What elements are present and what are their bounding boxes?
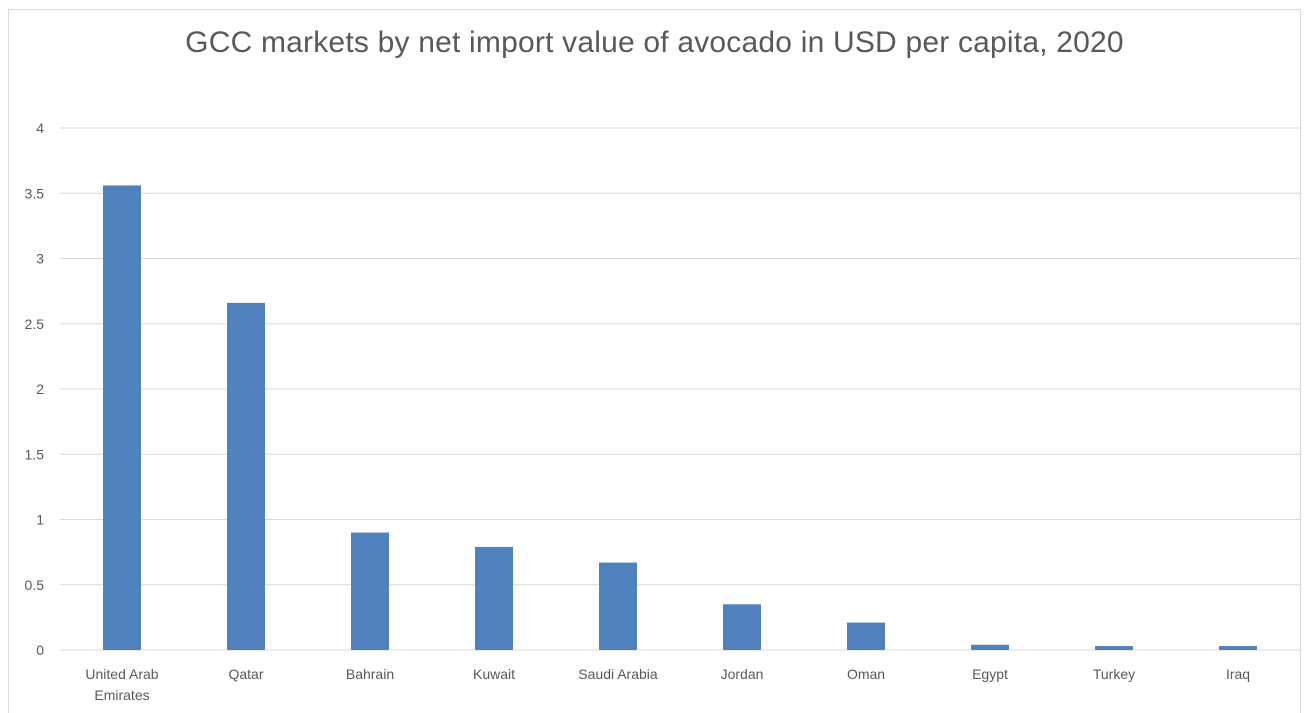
y-tick-label: 3.5 — [25, 185, 45, 201]
bar — [847, 622, 885, 650]
y-tick-label: 1.5 — [25, 446, 45, 462]
bar — [351, 532, 389, 650]
y-tick-label: 1 — [36, 512, 44, 528]
bar — [723, 604, 761, 650]
y-axis-ticks: 0 0.5 1 1.5 2 2.5 3 3.5 4 — [25, 120, 45, 658]
bar — [103, 185, 141, 651]
x-tick-label: United Arab Emirates — [85, 666, 158, 703]
chart-frame — [8, 9, 1301, 713]
bar — [971, 644, 1009, 650]
x-tick-label: Turkey — [1093, 666, 1135, 682]
bars — [103, 185, 1257, 651]
y-tick-label: 2.5 — [25, 316, 45, 332]
y-tick-label: 3 — [36, 251, 44, 267]
x-tick-label: Qatar — [228, 666, 263, 682]
y-tick-label: 2 — [36, 381, 44, 397]
x-tick-label: Kuwait — [473, 666, 515, 682]
bar — [1219, 646, 1257, 650]
bar — [475, 546, 513, 650]
gridlines — [60, 127, 1300, 651]
x-tick-label: Iraq — [1226, 666, 1250, 682]
x-tick-label: Jordan — [721, 666, 764, 682]
bar — [227, 302, 265, 650]
bar — [1095, 646, 1133, 650]
x-tick-label: Oman — [847, 666, 885, 682]
x-tick-label: Egypt — [972, 666, 1008, 682]
y-tick-label: 4 — [36, 120, 44, 136]
x-tick-label: Bahrain — [346, 666, 394, 682]
chart-title: GCC markets by net import value of avoca… — [185, 26, 1124, 59]
y-tick-label: 0 — [36, 642, 44, 658]
x-tick-label: Saudi Arabia — [578, 666, 658, 682]
bar — [599, 562, 637, 650]
x-axis-ticks: United Arab Emirates Qatar Bahrain Kuwait Sau… — [85, 666, 1250, 703]
y-tick-label: 0.5 — [25, 577, 45, 593]
